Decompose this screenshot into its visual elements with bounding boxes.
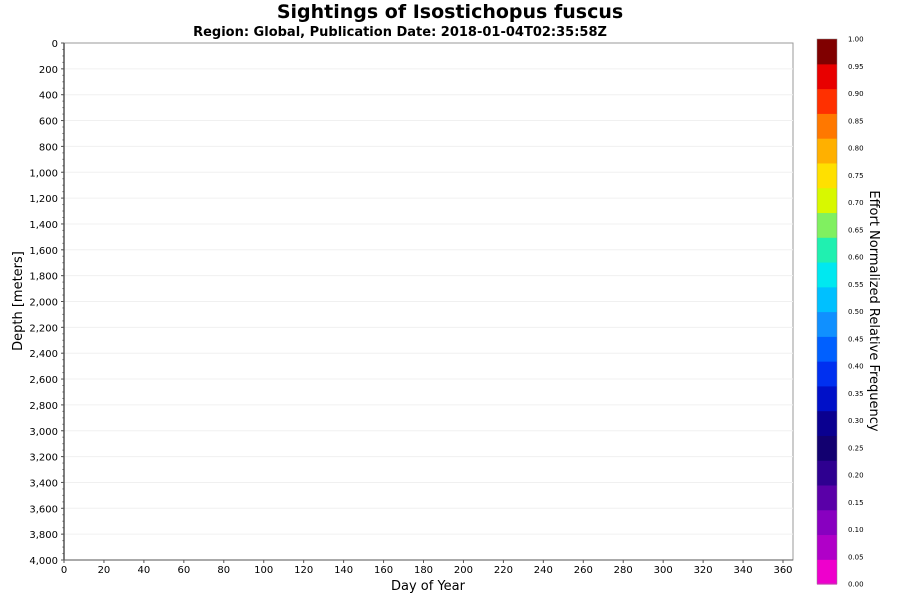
y-tick-label: 1,400 <box>29 220 58 231</box>
x-tick-label: 300 <box>654 565 673 576</box>
colorbar-tick-label: 0.90 <box>848 90 864 98</box>
chart-subtitle: Region: Global, Publication Date: 2018-0… <box>193 25 607 40</box>
colorbar-segment <box>817 162 837 189</box>
y-tick-label: 3,800 <box>29 530 58 541</box>
y-tick-label: 3,400 <box>29 478 58 489</box>
x-tick-label: 240 <box>534 565 553 576</box>
colorbar-segment <box>817 113 837 139</box>
colorbar-segment <box>817 187 837 214</box>
y-tick-label: 200 <box>39 65 58 76</box>
colorbar-tick-label: 0.60 <box>848 254 864 262</box>
y-tick-label: 3,200 <box>29 453 58 464</box>
colorbar-segment <box>817 435 837 461</box>
x-tick-label: 80 <box>217 565 230 576</box>
x-tick-label: 220 <box>494 565 513 576</box>
colorbar-tick-label: 0.70 <box>848 199 864 207</box>
x-tick-label: 180 <box>414 565 433 576</box>
y-tick-label: 2,600 <box>29 375 58 386</box>
x-axis-ticks: 0 20 40 60 80 100 120 140 160 180 200 220 240 260 280 3… <box>61 560 793 576</box>
x-tick-label: 360 <box>773 565 792 576</box>
colorbar-tick-label: 0.35 <box>848 390 864 398</box>
x-tick-label: 160 <box>374 565 393 576</box>
chart-title: Sightings of Isostichopus fuscus <box>277 1 623 23</box>
colorbar-segment <box>817 261 837 288</box>
colorbar-tick-label: 0.25 <box>848 444 864 452</box>
colorbar-segment <box>817 559 837 585</box>
colorbar-segment <box>817 212 837 238</box>
y-tick-label: 2,400 <box>29 349 58 360</box>
colorbar-segment <box>817 509 837 536</box>
y-axis-label: Depth [meters] <box>11 251 26 351</box>
x-tick-label: 280 <box>614 565 633 576</box>
colorbar-tick-label: 0.05 <box>848 553 864 561</box>
x-tick-label: 340 <box>734 565 753 576</box>
x-tick-label: 60 <box>177 565 190 576</box>
y-tick-label: 3,600 <box>29 504 58 515</box>
y-tick-label: 2,200 <box>29 323 58 334</box>
colorbar-segment <box>817 336 837 362</box>
colorbar-segment <box>817 88 837 114</box>
colorbar-tick-label: 1.00 <box>848 36 864 44</box>
colorbar-tick-label: 0.95 <box>848 63 864 71</box>
colorbar-tick-label: 0.80 <box>848 145 864 153</box>
colorbar-tick-label: 0.00 <box>848 581 864 589</box>
colorbar-segment <box>817 39 837 65</box>
colorbar-tick-label: 0.30 <box>848 417 864 425</box>
y-tick-label: 4,000 <box>29 556 58 567</box>
y-tick-label: 1,600 <box>29 246 58 257</box>
colorbar-segment <box>817 63 837 90</box>
y-tick-label: 1,800 <box>29 272 58 283</box>
colorbar-tick-label: 0.75 <box>848 172 864 180</box>
colorbar <box>816 38 838 585</box>
x-tick-label: 260 <box>574 565 593 576</box>
colorbar-tick-label: 0.40 <box>848 363 864 371</box>
colorbar-segment <box>817 237 837 263</box>
colorbar-segment <box>817 410 837 436</box>
colorbar-tick-label: 0.20 <box>848 472 864 480</box>
y-tick-label: 600 <box>39 117 58 128</box>
colorbar-segment <box>817 460 837 486</box>
colorbar-tick-label: 0.85 <box>848 117 864 125</box>
x-tick-label: 100 <box>254 565 273 576</box>
x-tick-label: 0 <box>61 565 67 576</box>
x-tick-label: 320 <box>694 565 713 576</box>
y-tick-label: 3,000 <box>29 427 58 438</box>
x-tick-label: 200 <box>454 565 473 576</box>
y-tick-label: 2,800 <box>29 401 58 412</box>
colorbar-segment <box>817 484 837 511</box>
y-tick-label: 1,000 <box>29 168 58 179</box>
colorbar-ticks: 0.00 0.05 0.10 0.15 0.20 0.25 0.30 0.35 0.40 0.45… <box>848 36 864 589</box>
x-tick-label: 40 <box>138 565 151 576</box>
colorbar-tick-label: 0.50 <box>848 308 864 316</box>
colorbar-segment <box>817 534 837 560</box>
x-axis-label: Day of Year <box>391 579 466 594</box>
grid-lines <box>64 68 793 535</box>
y-tick-label: 800 <box>39 142 58 153</box>
colorbar-tick-label: 0.65 <box>848 226 864 234</box>
x-tick-label: 20 <box>98 565 111 576</box>
colorbar-tick-label: 0.45 <box>848 335 864 343</box>
x-tick-label: 140 <box>334 565 353 576</box>
colorbar-label: Effort Normalized Relative Frequency <box>866 190 881 432</box>
colorbar-segment <box>817 311 837 337</box>
colorbar-tick-label: 0.55 <box>848 281 864 289</box>
y-axis-ticks: 0 200 400 600 800 1,000 1,200 1,400 1,600 1,800 2,… <box>29 39 64 567</box>
colorbar-tick-label: 0.10 <box>848 526 864 534</box>
colorbar-tick-label: 0.15 <box>848 499 864 507</box>
y-tick-label: 400 <box>39 91 58 102</box>
y-tick-label: 2,000 <box>29 298 58 309</box>
x-tick-label: 120 <box>294 565 313 576</box>
colorbar-segment <box>817 286 837 313</box>
y-tick-label: 0 <box>52 39 58 50</box>
colorbar-segment <box>817 361 837 387</box>
colorbar-segment <box>817 138 837 164</box>
colorbar-segment <box>817 385 837 412</box>
y-tick-label: 1,200 <box>29 194 58 205</box>
colorbar-border <box>816 38 838 585</box>
